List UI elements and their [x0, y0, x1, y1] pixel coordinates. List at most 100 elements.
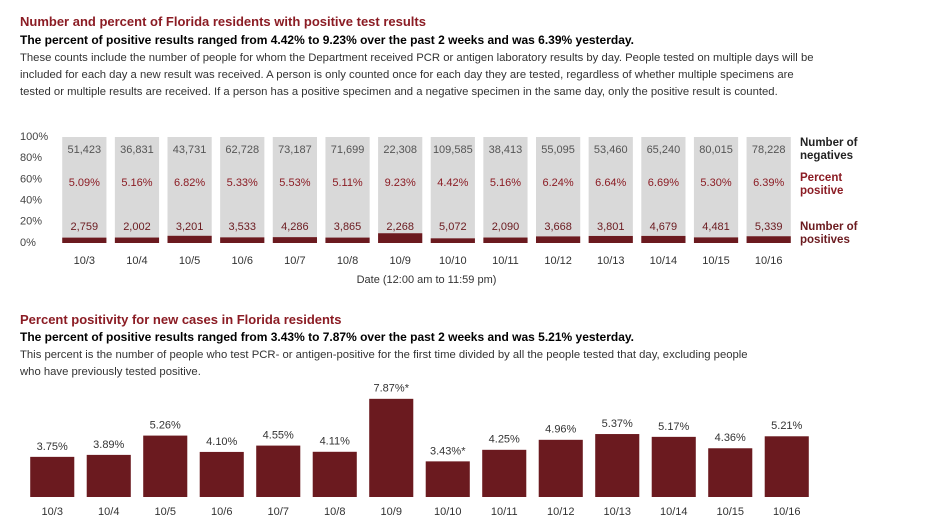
- legend-label: Number of positives: [800, 221, 858, 246]
- bar-segment: [378, 137, 423, 234]
- x-tick-label: 10/12: [544, 255, 572, 267]
- bar-segment: [325, 237, 370, 243]
- x-tick-label: 10/15: [702, 255, 730, 267]
- data-label: 5.16%: [121, 177, 152, 189]
- data-label: 4.11%: [320, 436, 351, 448]
- data-label: 4.96%: [545, 424, 576, 436]
- chart-subtitle: The percent of positive results ranged f…: [20, 33, 635, 47]
- data-label: 6.82%: [174, 177, 205, 189]
- data-label: 3.43%*: [430, 445, 466, 457]
- x-tick-label: 10/4: [98, 506, 119, 518]
- data-label: 3,201: [176, 221, 204, 233]
- bar-segment: [483, 237, 528, 243]
- data-label: 38,413: [489, 144, 523, 156]
- data-label: 109,585: [433, 144, 473, 156]
- x-tick-label: 10/5: [179, 255, 200, 267]
- data-label: 62,728: [225, 144, 259, 156]
- x-tick-label: 10/8: [337, 255, 358, 267]
- x-tick-label: 10/14: [660, 506, 688, 518]
- data-label: 65,240: [647, 144, 681, 156]
- bar-segment: [62, 137, 107, 238]
- bar: [143, 435, 188, 497]
- data-label: 5,072: [439, 221, 467, 233]
- bar-segment: [588, 137, 633, 236]
- data-label: 3.89%: [93, 439, 124, 451]
- chart-description: These counts include the number of peopl…: [20, 52, 814, 98]
- data-label: 22,308: [383, 144, 417, 156]
- bar-segment: [272, 237, 318, 243]
- x-tick-label: 10/11: [491, 506, 518, 518]
- y-tick-label: 0%: [20, 237, 36, 249]
- bar: [482, 449, 527, 497]
- data-label: 4.10%: [206, 436, 237, 448]
- x-tick-label: 10/6: [211, 506, 232, 518]
- data-label: 5.21%: [771, 420, 802, 432]
- bar: [256, 445, 301, 497]
- bar: [86, 454, 131, 497]
- data-label: 2,090: [492, 221, 520, 233]
- data-label: 71,699: [331, 144, 365, 156]
- x-tick-label: 10/11: [492, 255, 519, 267]
- bar-segment: [62, 237, 107, 243]
- data-label: 4,481: [702, 221, 730, 233]
- y-tick-label: 100%: [20, 131, 48, 143]
- data-label: 4.25%: [489, 434, 520, 446]
- y-tick-label: 60%: [20, 173, 42, 185]
- data-label: 2,002: [123, 221, 151, 233]
- data-label: 9.23%: [385, 177, 416, 189]
- x-tick-label: 10/4: [126, 255, 147, 267]
- data-label: 7.87%*: [374, 383, 410, 395]
- data-label: 5.33%: [227, 177, 258, 189]
- x-tick-label: 10/16: [755, 255, 783, 267]
- data-label: 5.30%: [700, 177, 731, 189]
- data-label: 6.39%: [753, 177, 784, 189]
- chart-title: Percent positivity for new cases in Flor…: [20, 312, 342, 327]
- x-tick-label: 10/15: [716, 506, 744, 518]
- data-label: 3,801: [597, 221, 625, 233]
- x-tick-label: 10/10: [434, 506, 462, 518]
- x-axis-label: Date (12:00 am to 11:59 pm): [357, 274, 497, 286]
- chart-subtitle: The percent of positive results ranged f…: [20, 330, 635, 344]
- bar: [199, 451, 244, 497]
- data-label: 4.55%: [263, 429, 294, 441]
- bar-segment: [746, 137, 791, 237]
- x-tick-label: 10/13: [603, 506, 631, 518]
- x-tick-label: 10/6: [232, 255, 253, 267]
- data-label: 43,731: [173, 144, 207, 156]
- bar: [369, 398, 414, 497]
- bar-segment: [220, 237, 265, 243]
- data-label: 5.26%: [150, 419, 181, 431]
- data-label: 4.42%: [437, 177, 468, 189]
- y-tick-label: 80%: [20, 152, 42, 164]
- bar-segment: [167, 137, 212, 236]
- x-tick-label: 10/14: [650, 255, 678, 267]
- data-label: 78,228: [752, 144, 786, 156]
- legend-label: Number of negatives: [800, 137, 858, 162]
- x-tick-label: 10/3: [42, 506, 63, 518]
- bar-segment: [114, 137, 160, 238]
- bar: [538, 439, 583, 497]
- data-label: 3,865: [334, 221, 362, 233]
- x-tick-label: 10/3: [74, 255, 95, 267]
- bar-segment: [167, 235, 212, 243]
- bar: [425, 461, 470, 497]
- chart-title: Number and percent of Florida residents …: [20, 14, 426, 29]
- data-label: 5.11%: [332, 177, 363, 189]
- data-label: 2,759: [71, 221, 99, 233]
- data-label: 53,460: [594, 144, 628, 156]
- x-tick-label: 10/12: [547, 506, 575, 518]
- data-label: 80,015: [699, 144, 733, 156]
- data-label: 5.17%: [658, 421, 689, 433]
- bar-segment: [746, 236, 791, 243]
- data-label: 3.75%: [37, 441, 68, 453]
- bar-segment: [430, 238, 475, 243]
- x-tick-label: 10/16: [773, 506, 801, 518]
- bar: [312, 451, 357, 497]
- x-tick-label: 10/10: [439, 255, 467, 267]
- data-label: 73,187: [278, 144, 312, 156]
- data-label: 5.53%: [279, 177, 310, 189]
- data-label: 5.16%: [490, 177, 521, 189]
- bar: [595, 434, 640, 497]
- x-tick-label: 10/8: [324, 506, 345, 518]
- data-label: 3,533: [228, 221, 256, 233]
